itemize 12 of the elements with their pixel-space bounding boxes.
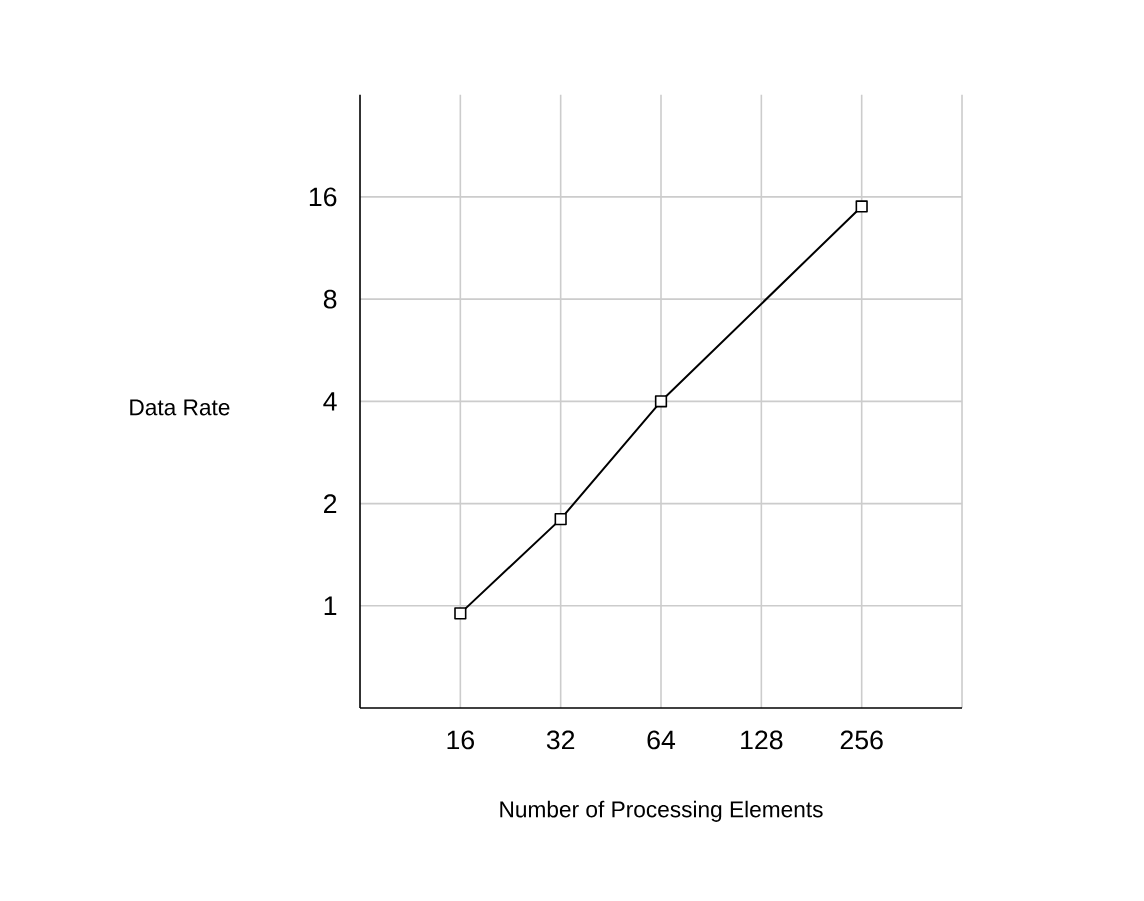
y-tick-label: 1 (324, 596, 337, 615)
y-tick-label: 8 (323, 289, 337, 309)
x-tick-label: 256 (840, 730, 883, 750)
x-tick-label: 128 (741, 730, 783, 750)
x-tick-label: 16 (447, 730, 474, 750)
y-tick-label: 2 (324, 494, 337, 513)
x-tick-label: 32 (546, 730, 575, 750)
x-tick-label: 64 (647, 730, 676, 750)
y-tick-label: 16 (309, 187, 337, 207)
y-axis-title: Data Rate (130, 399, 230, 416)
x-axis-title: Number of Processing Elements (500, 800, 823, 822)
y-tick-label: 4 (323, 392, 337, 411)
